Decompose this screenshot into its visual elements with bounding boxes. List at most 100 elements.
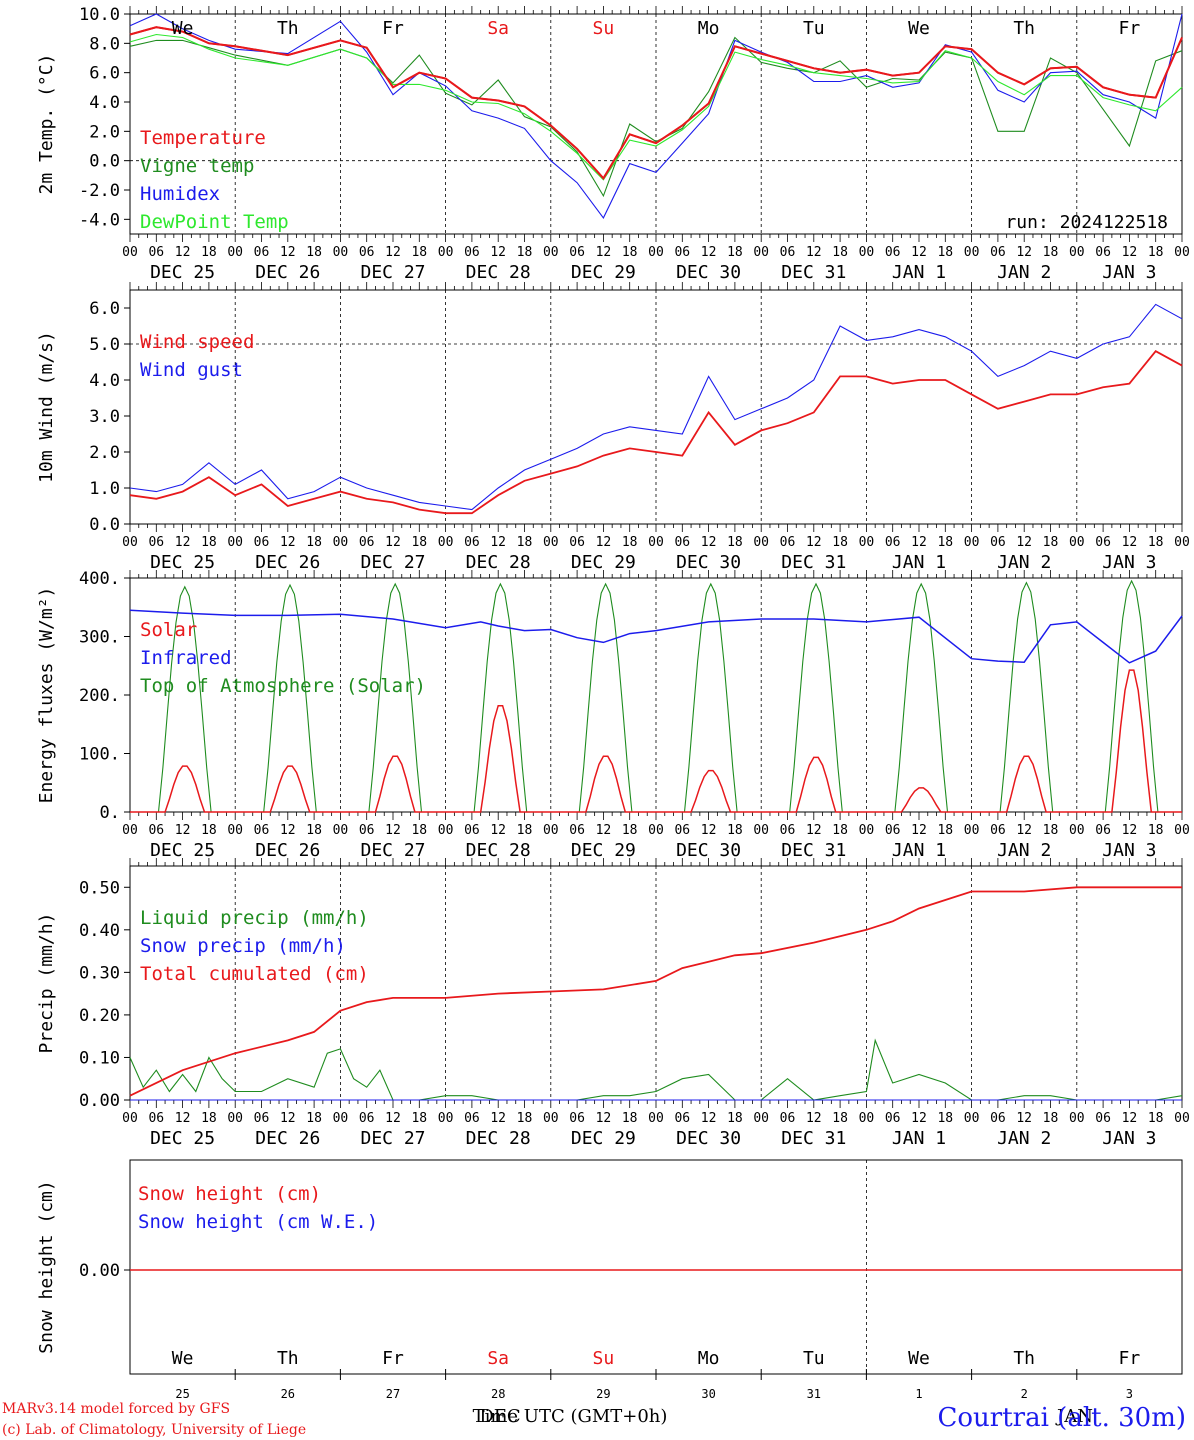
day-number: 31 <box>807 1387 821 1401</box>
hour-tick-label: 00 <box>543 535 559 550</box>
run-annotation: run: 2024122518 <box>1005 212 1168 233</box>
hour-tick-label: 12 <box>280 1111 296 1126</box>
day-label-top: Mo <box>698 18 720 39</box>
hour-tick-label: 18 <box>937 1111 953 1126</box>
day-label-top: Su <box>593 18 615 39</box>
hour-tick-label: 00 <box>1069 245 1085 260</box>
y-axis-label: 2m Temp. (°C) <box>36 54 57 195</box>
hour-tick-label: 18 <box>517 1111 533 1126</box>
hour-tick-label: 06 <box>464 1111 480 1126</box>
hour-tick-label: 12 <box>1122 823 1138 838</box>
hour-tick-label: 12 <box>490 823 506 838</box>
hour-tick-label: 12 <box>806 1111 822 1126</box>
y-tick-label: 0.00 <box>79 1261 120 1281</box>
hour-tick-label: 06 <box>569 245 585 260</box>
hour-tick-label: 00 <box>859 535 875 550</box>
hour-tick-label: 12 <box>175 1111 191 1126</box>
hour-tick-label: 00 <box>333 823 349 838</box>
y-tick-label: 1.0 <box>89 479 120 499</box>
hour-tick-label: 12 <box>596 535 612 550</box>
hour-tick-label: 18 <box>411 245 427 260</box>
hour-tick-label: 18 <box>832 535 848 550</box>
date-label: DEC 25 <box>150 262 215 283</box>
day-label-top: Sa <box>487 18 509 39</box>
y-tick-label: 0.40 <box>79 921 120 941</box>
date-label: JAN 1 <box>892 552 946 573</box>
day-label-bottom: Mo <box>698 1348 720 1369</box>
hour-tick-label: 06 <box>674 1111 690 1126</box>
y-tick-label: 0.50 <box>79 878 120 898</box>
hour-tick-label: 06 <box>990 823 1006 838</box>
hour-tick-label: 12 <box>701 535 717 550</box>
series-dewpoint-temp <box>129 33 1183 181</box>
hour-tick-label: 12 <box>175 823 191 838</box>
month-label-dec: DEC <box>479 1406 520 1427</box>
hour-tick-label: 00 <box>648 1111 664 1126</box>
hour-tick-label: 12 <box>911 245 927 260</box>
date-label: DEC 28 <box>466 262 531 283</box>
hour-tick-label: 06 <box>359 1111 375 1126</box>
panel-1: 10.0 8.0 6.0 4.0 2.0 0.0 -2.0 -4.0 2m Temp. (°C)… <box>36 5 1190 283</box>
hour-tick-label: 18 <box>622 245 638 260</box>
date-label: DEC 27 <box>360 552 425 573</box>
hour-tick-label: 00 <box>227 1111 243 1126</box>
date-label: JAN 1 <box>892 262 946 283</box>
date-label: DEC 29 <box>571 840 636 861</box>
hour-tick-label: 00 <box>964 823 980 838</box>
hour-tick-label: 18 <box>937 823 953 838</box>
hour-tick-label: 00 <box>964 535 980 550</box>
hour-tick-label: 00 <box>1069 1111 1085 1126</box>
y-tick-label: 0.20 <box>79 1006 120 1026</box>
hour-tick-label: 06 <box>780 245 796 260</box>
date-label: JAN 2 <box>997 840 1051 861</box>
hour-tick-label: 12 <box>385 535 401 550</box>
hour-tick-label: 06 <box>464 535 480 550</box>
day-label-bottom: Sa <box>487 1348 509 1369</box>
hour-tick-label: 12 <box>385 1111 401 1126</box>
hour-tick-label: 00 <box>1174 1111 1190 1126</box>
y-tick-label: 100. <box>79 745 120 765</box>
hour-tick-label: 12 <box>911 1111 927 1126</box>
date-label: DEC 30 <box>676 552 741 573</box>
date-label: JAN 3 <box>1102 262 1156 283</box>
y-tick-label: 6.0 <box>89 299 120 319</box>
y-tick-label: 0. <box>100 803 120 823</box>
date-label: DEC 25 <box>150 840 215 861</box>
day-label-top: Th <box>277 18 299 39</box>
hour-tick-label: 00 <box>1174 823 1190 838</box>
hour-tick-label: 12 <box>280 245 296 260</box>
series-wind-speed <box>129 350 1183 515</box>
hour-tick-label: 12 <box>280 823 296 838</box>
day-label-bottom: Fr <box>1119 1348 1141 1369</box>
hour-tick-label: 00 <box>122 245 138 260</box>
hour-tick-label: 00 <box>648 535 664 550</box>
hour-tick-label: 12 <box>701 823 717 838</box>
hour-tick-label: 00 <box>122 823 138 838</box>
hour-tick-label: 18 <box>727 245 743 260</box>
hour-tick-label: 12 <box>385 245 401 260</box>
hour-tick-label: 00 <box>438 245 454 260</box>
day-label-bottom: Su <box>593 1348 615 1369</box>
footer-credit: (c) Lab. of Climatology, University of L… <box>2 1422 306 1438</box>
date-label: DEC 25 <box>150 552 215 573</box>
hour-tick-label: 06 <box>359 245 375 260</box>
hour-tick-label: 06 <box>780 823 796 838</box>
hour-tick-label: 18 <box>517 245 533 260</box>
hour-tick-label: 06 <box>1095 1111 1111 1126</box>
date-label: DEC 29 <box>571 1128 636 1149</box>
x-axis-label: Time UTC (GMT+0h) <box>473 1406 668 1427</box>
hour-tick-label: 18 <box>727 823 743 838</box>
date-label: JAN 2 <box>997 552 1051 573</box>
panel-5: 0.00 Snow height (cm) Snow height (cm) Snow… <box>36 1159 1183 1380</box>
y-tick-label: 0.10 <box>79 1048 120 1068</box>
hour-tick-label: 00 <box>333 1111 349 1126</box>
hour-tick-label: 00 <box>964 1111 980 1126</box>
hour-tick-label: 12 <box>490 1111 506 1126</box>
date-label: DEC 26 <box>255 552 320 573</box>
hour-tick-label: 12 <box>596 823 612 838</box>
hour-tick-label: 12 <box>806 245 822 260</box>
hour-tick-label: 18 <box>201 245 217 260</box>
date-label: DEC 25 <box>150 1128 215 1149</box>
legend-entry: Solar <box>140 619 197 641</box>
date-label: DEC 26 <box>255 1128 320 1149</box>
